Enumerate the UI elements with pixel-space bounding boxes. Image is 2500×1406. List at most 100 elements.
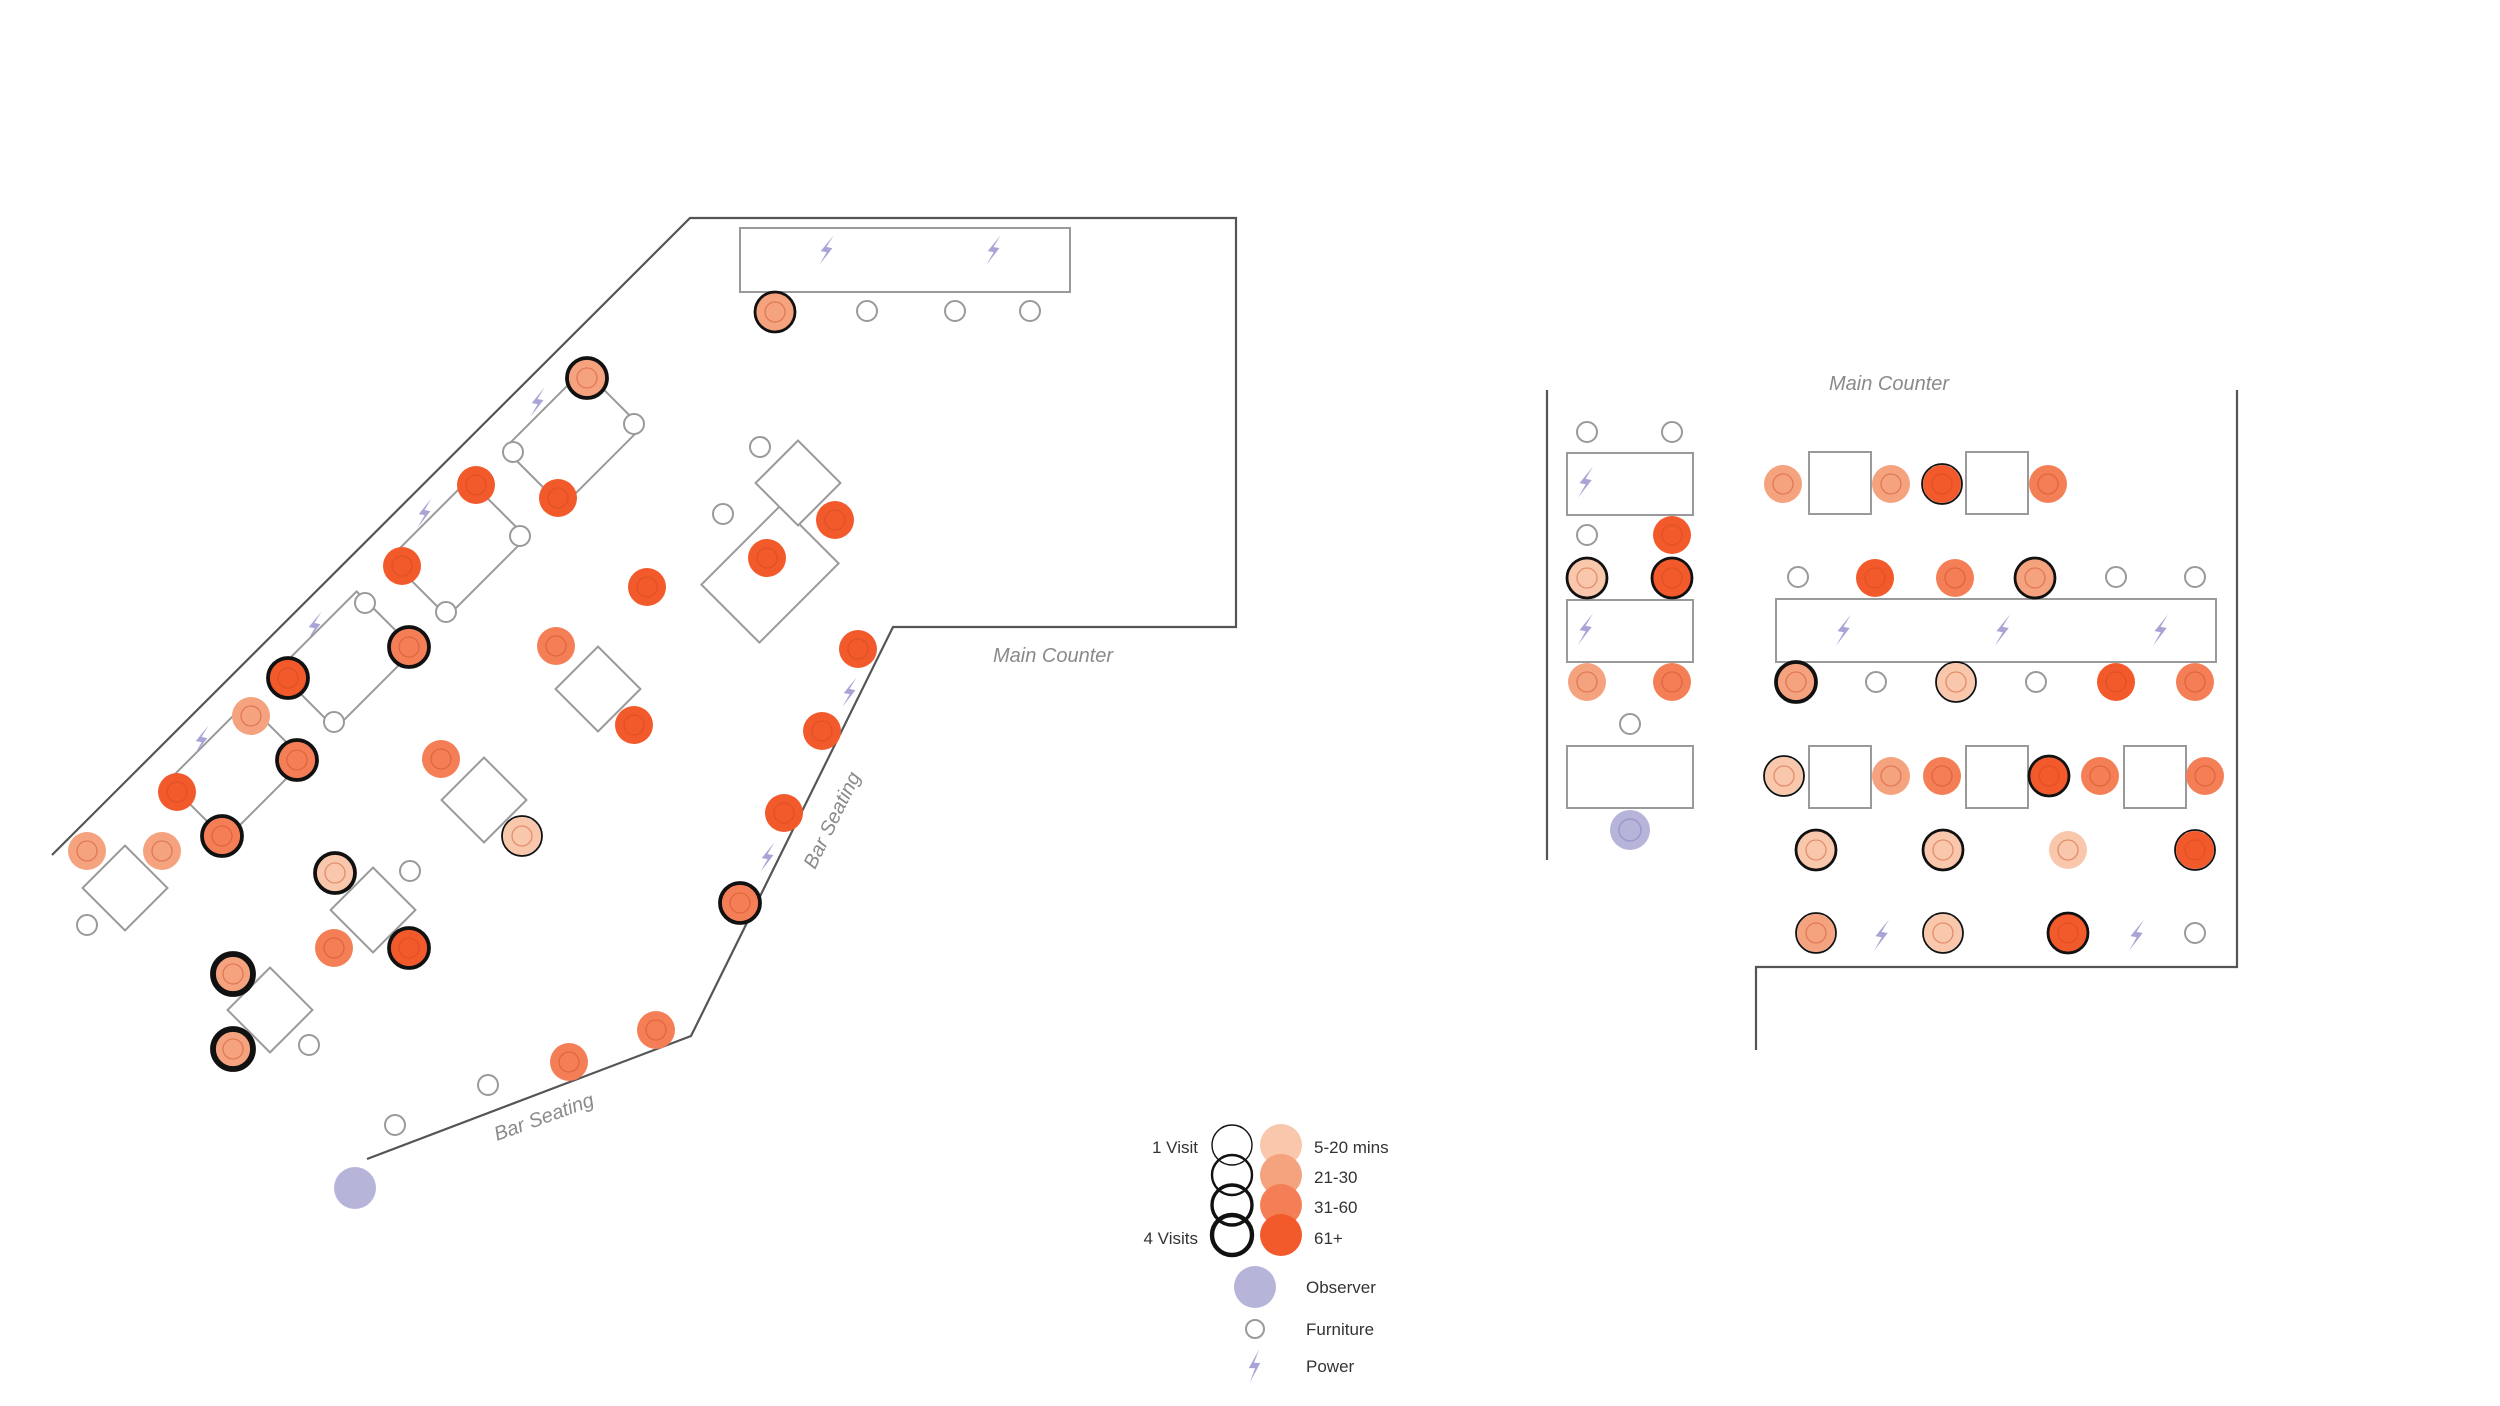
seat-marker: [1576, 567, 1598, 589]
seat-duration-fill: [1924, 831, 1962, 869]
occupied-seat: [2097, 663, 2135, 701]
seat-marker: [1931, 473, 1953, 495]
occupied-seat: [266, 656, 310, 700]
occupied-seat: [1856, 559, 1894, 597]
table: [81, 844, 169, 932]
legend-power-icon: [1248, 1349, 1261, 1383]
observer-marker-right-inner: [1618, 818, 1642, 842]
seat-marker: [2089, 765, 2111, 787]
seat-duration-fill: [839, 630, 877, 668]
seat-marker: [1785, 671, 1807, 693]
seat-marker: [1944, 567, 1966, 589]
legend: 1 Visit 4 Visits 5-20 mins 21-30 31-60 6…: [1144, 1124, 1389, 1383]
occupied-seat: [718, 881, 762, 925]
table: [1808, 745, 1872, 809]
occupied-seat: [839, 630, 877, 668]
occupied-seat: [748, 539, 786, 577]
seat-duration-fill: [1797, 914, 1835, 952]
seat-visit-ring: [2174, 829, 2216, 871]
occupied-seat: [1872, 465, 1910, 503]
table: [1965, 745, 2029, 809]
occupied-seat: [2046, 911, 2090, 955]
seat-marker: [2037, 473, 2059, 495]
occupied-seat: [2081, 757, 2119, 795]
seat-duration-fill: [214, 1030, 252, 1068]
seat-marker: [645, 1019, 667, 1041]
table: [440, 756, 528, 844]
table: [2123, 745, 2187, 809]
seat-marker: [2038, 765, 2060, 787]
seat-duration-fill: [2049, 831, 2087, 869]
occupied-seat: [1568, 663, 1606, 701]
counter-table: [739, 227, 1071, 293]
seat-visit-ring: [1774, 660, 1818, 704]
seat-duration-fill: [1797, 831, 1835, 869]
empty-seat: [944, 300, 966, 322]
left-room-occupied-seats: [68, 290, 877, 1081]
seat-duration-fill: [1937, 663, 1975, 701]
right-room-empty-seats: [1576, 421, 2206, 944]
seat-marker: [545, 635, 567, 657]
seat-duration-fill: [503, 817, 541, 855]
seat-visit-ring: [1650, 556, 1694, 600]
occupied-seat: [2176, 663, 2214, 701]
right-room-occupied-seats: [1565, 463, 2224, 955]
occupied-seat: [1921, 463, 1963, 505]
occupied-seat: [537, 627, 575, 665]
seat-duration-fill: [748, 539, 786, 577]
occupied-seat: [753, 290, 797, 334]
seat-duration-fill: [232, 697, 270, 735]
left-room-power-outlets: [193, 233, 1002, 874]
occupied-seat: [313, 851, 357, 895]
seat-marker: [576, 367, 598, 389]
seat-duration-fill: [315, 929, 353, 967]
empty-seat: [1865, 671, 1887, 693]
occupied-seat: [1763, 755, 1805, 797]
seat-visit-ring: [501, 815, 543, 857]
seat-marker: [2184, 671, 2206, 693]
seat-duration-fill: [2030, 757, 2068, 795]
seat-duration-fill: [1923, 757, 1961, 795]
legend-duration-dot: [1260, 1154, 1302, 1196]
table: [275, 589, 417, 731]
seat-duration-fill: [1936, 559, 1974, 597]
seat-marker: [1805, 839, 1827, 861]
seat-duration-fill: [158, 773, 196, 811]
power-outlet-icon: [1872, 917, 1891, 953]
occupied-seat: [143, 832, 181, 870]
seat-marker: [2024, 567, 2046, 589]
occupied-seat: [539, 479, 577, 517]
seat-marker: [76, 840, 98, 862]
right-room-wall-right: [1754, 390, 2239, 1050]
seat-marker: [2184, 839, 2206, 861]
occupied-seat: [816, 501, 854, 539]
legend-duration-label-3: 31-60: [1314, 1198, 1357, 1217]
seat-marker: [558, 1051, 580, 1073]
seat-marker: [1931, 765, 1953, 787]
left-room-wall: [51, 216, 1238, 1161]
empty-seat: [1019, 300, 1041, 322]
occupied-seat: [765, 794, 803, 832]
occupied-seat: [2027, 754, 2071, 798]
legend-duration-dot: [1260, 1184, 1302, 1226]
seat-visit-ring: [1565, 556, 1609, 600]
seat-marker: [1661, 671, 1683, 693]
seat-marker: [1661, 524, 1683, 546]
seat-duration-fill: [2049, 914, 2087, 952]
seat-marker: [222, 963, 244, 985]
occupied-seat: [387, 625, 431, 669]
seat-visit-ring: [210, 1026, 256, 1072]
empty-seat: [712, 503, 734, 525]
table: [1965, 451, 2029, 515]
seat-duration-fill: [1765, 757, 1803, 795]
empty-seat: [856, 300, 878, 322]
seat-marker: [636, 576, 658, 598]
empty-seat: [384, 1114, 406, 1136]
legend-duration-dots: [1260, 1124, 1302, 1256]
empty-seat: [477, 1074, 499, 1096]
power-outlet-icon: [2127, 917, 2146, 953]
occupied-seat: [1922, 912, 1964, 954]
seat-duration-fill: [637, 1011, 675, 1049]
seat-duration-fill: [1653, 663, 1691, 701]
legend-visits-max-label: 4 Visits: [1144, 1229, 1199, 1248]
